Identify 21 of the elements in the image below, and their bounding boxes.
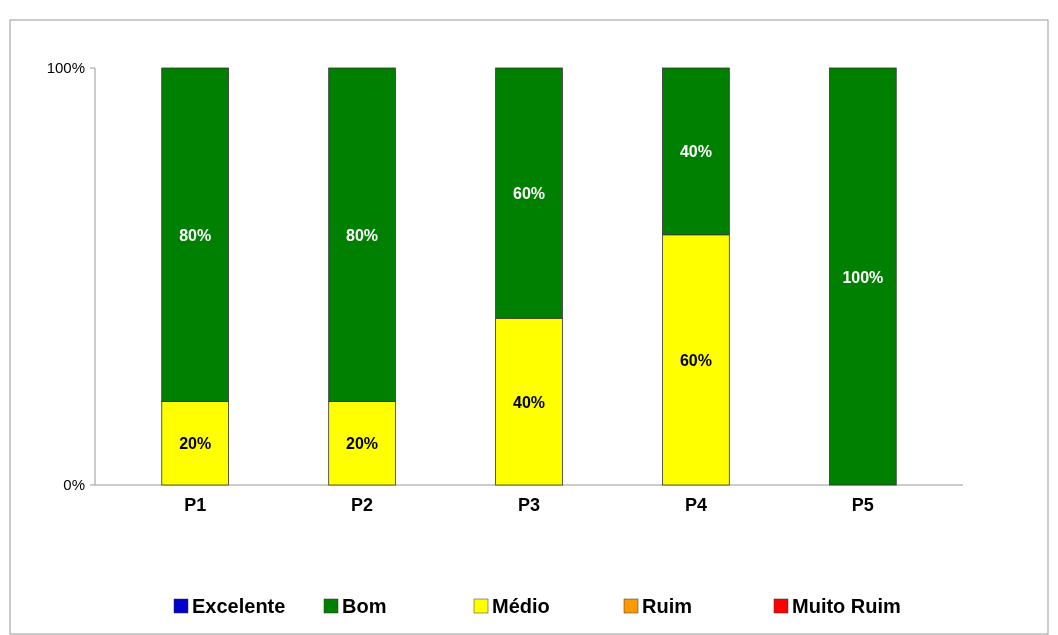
legend-label: Médio xyxy=(492,595,550,617)
data-label: 60% xyxy=(679,351,712,369)
data-label: 60% xyxy=(512,185,546,203)
data-label: 20% xyxy=(179,435,212,453)
x-tick-label: P4 xyxy=(684,495,707,515)
data-label: 80% xyxy=(179,226,212,244)
legend-label: Muito Ruim xyxy=(792,595,901,617)
data-label: 80% xyxy=(346,226,379,244)
legend-label: Ruim xyxy=(642,595,692,617)
x-tick-label: P2 xyxy=(351,495,374,515)
data-label: 100% xyxy=(842,268,884,286)
x-tick-label: P1 xyxy=(184,495,207,515)
y-tick-label: 0% xyxy=(63,476,85,493)
x-tick-label: P5 xyxy=(851,495,874,515)
data-label: 40% xyxy=(512,393,546,411)
legend-label: Excelente xyxy=(192,595,286,617)
bar xyxy=(829,67,897,486)
data-label: 40% xyxy=(679,143,712,161)
data-label: 20% xyxy=(346,435,379,453)
legend-label: Bom xyxy=(342,595,387,617)
x-tick-label: P3 xyxy=(517,495,541,515)
